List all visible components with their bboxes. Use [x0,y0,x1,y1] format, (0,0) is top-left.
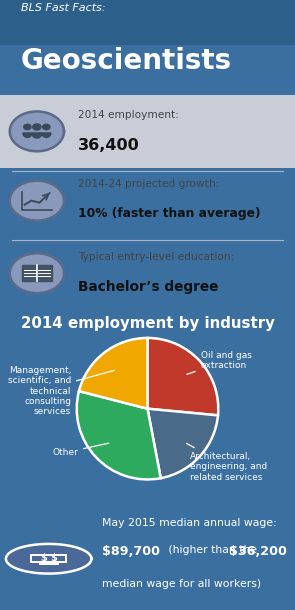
Text: Architectural,
engineering, and
related services: Architectural, engineering, and related … [186,443,267,482]
Text: Other: Other [53,443,109,457]
Polygon shape [32,133,42,138]
Text: Oil and gas
extraction: Oil and gas extraction [187,351,251,375]
Polygon shape [10,112,64,151]
Text: 2014 employment:: 2014 employment: [78,110,179,120]
FancyBboxPatch shape [0,0,295,45]
Text: 36,400: 36,400 [78,138,140,153]
Polygon shape [23,133,32,137]
Polygon shape [22,265,37,281]
Text: 2014 employment by industry: 2014 employment by industry [21,316,274,331]
Text: $: $ [51,553,57,564]
Text: Geoscientists: Geoscientists [21,48,232,75]
Text: $89,700: $89,700 [102,545,160,558]
Polygon shape [10,253,64,293]
Wedge shape [148,409,218,478]
Text: median wage for all workers): median wage for all workers) [102,580,261,589]
Text: Bachelor’s degree: Bachelor’s degree [78,280,219,293]
Text: 2014-24 projected growth:: 2014-24 projected growth: [78,179,219,189]
FancyBboxPatch shape [0,86,295,168]
Text: Typical entry-level education:: Typical entry-level education: [78,251,235,262]
Wedge shape [148,338,218,415]
Text: $: $ [40,553,47,564]
Polygon shape [43,124,50,130]
Polygon shape [42,133,51,137]
Wedge shape [77,391,161,479]
Text: May 2015 median annual wage:: May 2015 median annual wage: [102,518,276,528]
Polygon shape [37,265,52,281]
Polygon shape [6,544,91,573]
Polygon shape [33,124,41,130]
Text: $36,200: $36,200 [229,545,286,558]
Text: BLS Fast Facts:: BLS Fast Facts: [21,3,105,13]
Polygon shape [10,181,64,221]
Text: 10% (faster than average): 10% (faster than average) [78,207,261,220]
Text: Management,
scientific, and
technical
consulting
services: Management, scientific, and technical co… [8,366,114,416]
Text: (higher than the: (higher than the [165,545,261,556]
Polygon shape [24,124,31,130]
Wedge shape [79,338,148,409]
